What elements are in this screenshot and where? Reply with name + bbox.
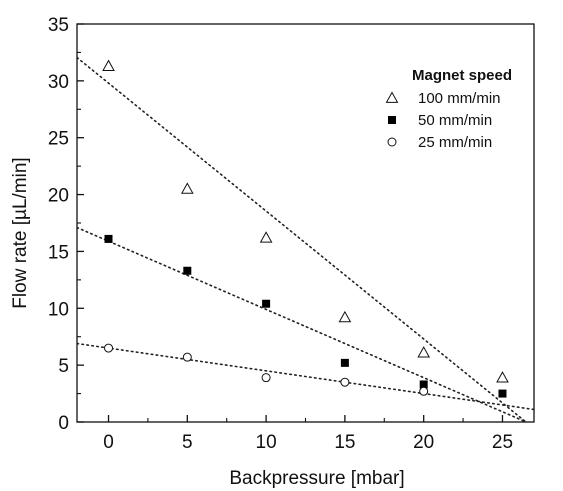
data-point-s2-3 [340,377,350,387]
data-point-s0-2 [259,231,273,243]
data-point-s0-5 [496,371,509,383]
y-tick-label: 20 [48,186,69,207]
data-points [102,59,509,398]
data-point-s1-0 [104,234,113,243]
fit-line-1 [77,226,529,422]
data-point-s1-2 [262,299,271,308]
data-point-s0-1 [180,182,194,194]
data-point-s1-1 [183,266,192,275]
data-point-s2-1 [182,352,192,362]
y-tick-label: 15 [48,242,69,263]
legend-label-0: 100 mm/min [418,90,501,107]
axis-ticks: 0 5 10 15 20 25 0 5 10 15 20 25 30 35 [48,15,513,453]
data-point-s0-3 [338,310,352,323]
y-tick-label: 5 [58,356,69,377]
legend-marker-1 [388,116,396,124]
fit-line-0 [77,56,528,422]
legend-marker-2 [387,137,397,147]
legend: Magnet speed 100 mm/min 50 mm/min 25 mm/mi… [385,67,512,151]
data-point-s0-4 [417,346,431,358]
x-tick-label: 15 [334,432,355,453]
data-point-s1-4 [419,380,428,389]
x-axis-title: Backpressure [mbar] [229,468,404,489]
x-tick-label: 25 [492,432,513,453]
y-axis-title: Flow rate [µL/min] [10,157,31,308]
fit-line-2 [77,342,534,411]
data-point-s2-4 [419,386,429,396]
data-point-s2-0 [104,343,114,353]
y-tick-label: 35 [48,15,69,36]
data-point-s1-3 [340,358,349,367]
y-tick-label: 0 [58,413,69,434]
fit-lines [77,56,534,422]
legend-marker-0 [385,91,399,103]
legend-label-2: 25 mm/min [418,134,492,151]
legend-label-1: 50 mm/min [418,112,492,129]
x-tick-label: 10 [256,432,277,453]
x-tick-label: 20 [413,432,434,453]
x-tick-label: 0 [103,432,114,453]
data-point-s2-2 [261,373,271,383]
legend-title: Magnet speed [412,67,512,84]
x-tick-label: 5 [182,432,193,453]
y-tick-label: 30 [48,72,69,93]
data-point-s1-5 [498,389,507,398]
y-tick-label: 25 [48,129,69,150]
data-point-s0-0 [102,59,115,71]
y-tick-label: 10 [48,299,69,320]
